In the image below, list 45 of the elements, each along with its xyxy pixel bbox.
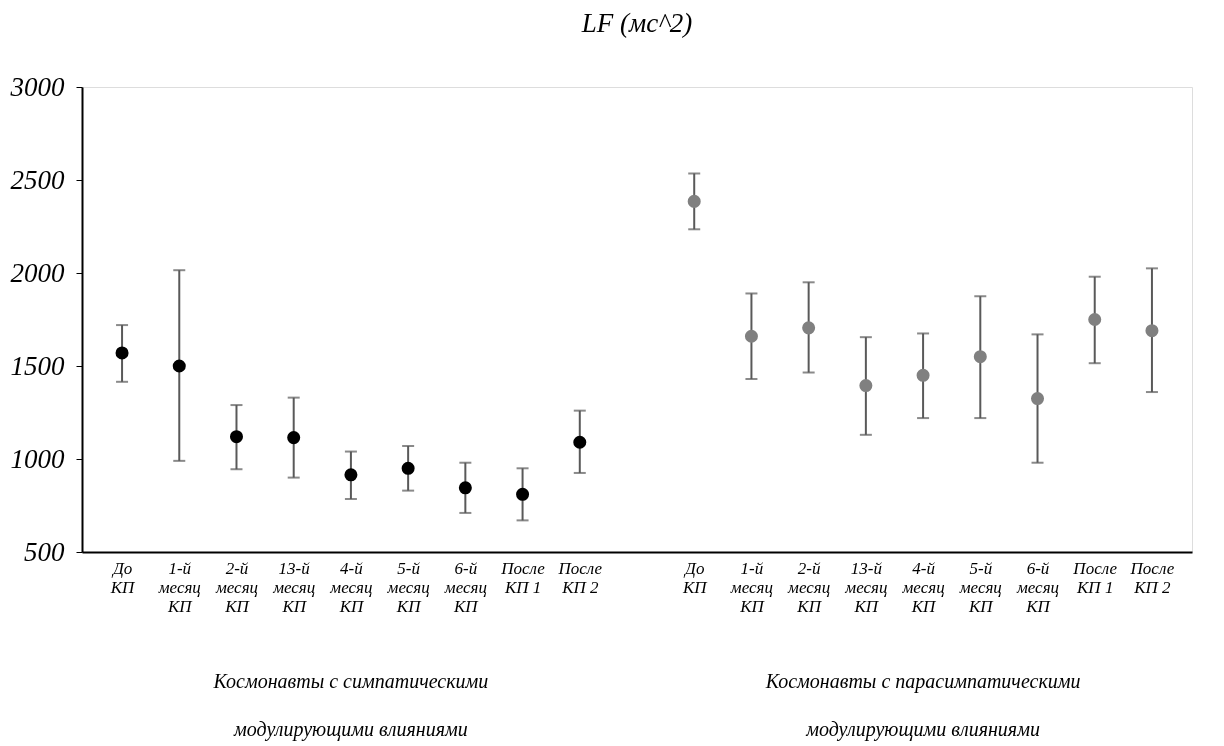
chart-title: LF (мс^2) (580, 8, 693, 38)
point (687, 194, 701, 208)
y-tick-label: 2500 (10, 164, 65, 195)
x-tick-label: После КП 1 (1072, 558, 1118, 597)
x-tick-label: 4-й месяц КП (901, 558, 945, 616)
point (1145, 324, 1159, 338)
point (458, 481, 472, 495)
x-tick-label: 6-й месяц КП (443, 558, 487, 616)
point (115, 346, 129, 360)
point (1088, 312, 1102, 327)
y-tick-label: 1000 (10, 443, 65, 474)
x-tick-label: 13-й месяц КП (272, 558, 316, 616)
x-tick-label: 5-й месяц КП (386, 558, 430, 616)
x-tick-label: После КП 2 (1129, 558, 1175, 597)
point (516, 487, 530, 501)
point (744, 329, 758, 343)
x-tick-label: 5-й месяц КП (958, 558, 1002, 616)
text: Космонавты с симпатическими модулирующими влияниями (213, 670, 489, 740)
point (973, 350, 987, 364)
x-tick-label: 1-й месяц КП (729, 558, 773, 616)
x-tick-label: До КП (681, 558, 709, 597)
point (573, 435, 587, 449)
point (1031, 392, 1045, 406)
x-tick-label: 6-й месяц КП (1015, 558, 1060, 616)
point (172, 359, 186, 373)
x-tick-label: 1-й месяц КП (157, 558, 201, 616)
x-tick-label: 4-й месяц КП (329, 558, 373, 616)
y-tick-label: 500 (24, 536, 65, 567)
point (859, 379, 873, 393)
x-tick-label: После КП 2 (557, 558, 603, 597)
point (802, 321, 816, 335)
text: Космонавты с парасимпатическими модулирующими влияниями (765, 670, 1081, 740)
point (344, 468, 358, 482)
point (229, 430, 243, 444)
y-tick-label: 3000 (9, 71, 65, 102)
x-tick-label: 2-й месяц КП (787, 558, 831, 616)
x-tick-label: 2-й месяц КП (214, 558, 259, 616)
x-tick-label: После КП 1 (500, 558, 546, 597)
x-tick-label: До КП (109, 558, 137, 597)
point (287, 431, 301, 445)
x-tick-label: 13-й месяц КП (844, 558, 888, 616)
y-tick-label: 2000 (10, 257, 65, 288)
y-tick-label: 1500 (10, 350, 65, 381)
point (916, 368, 930, 382)
point (401, 461, 415, 475)
